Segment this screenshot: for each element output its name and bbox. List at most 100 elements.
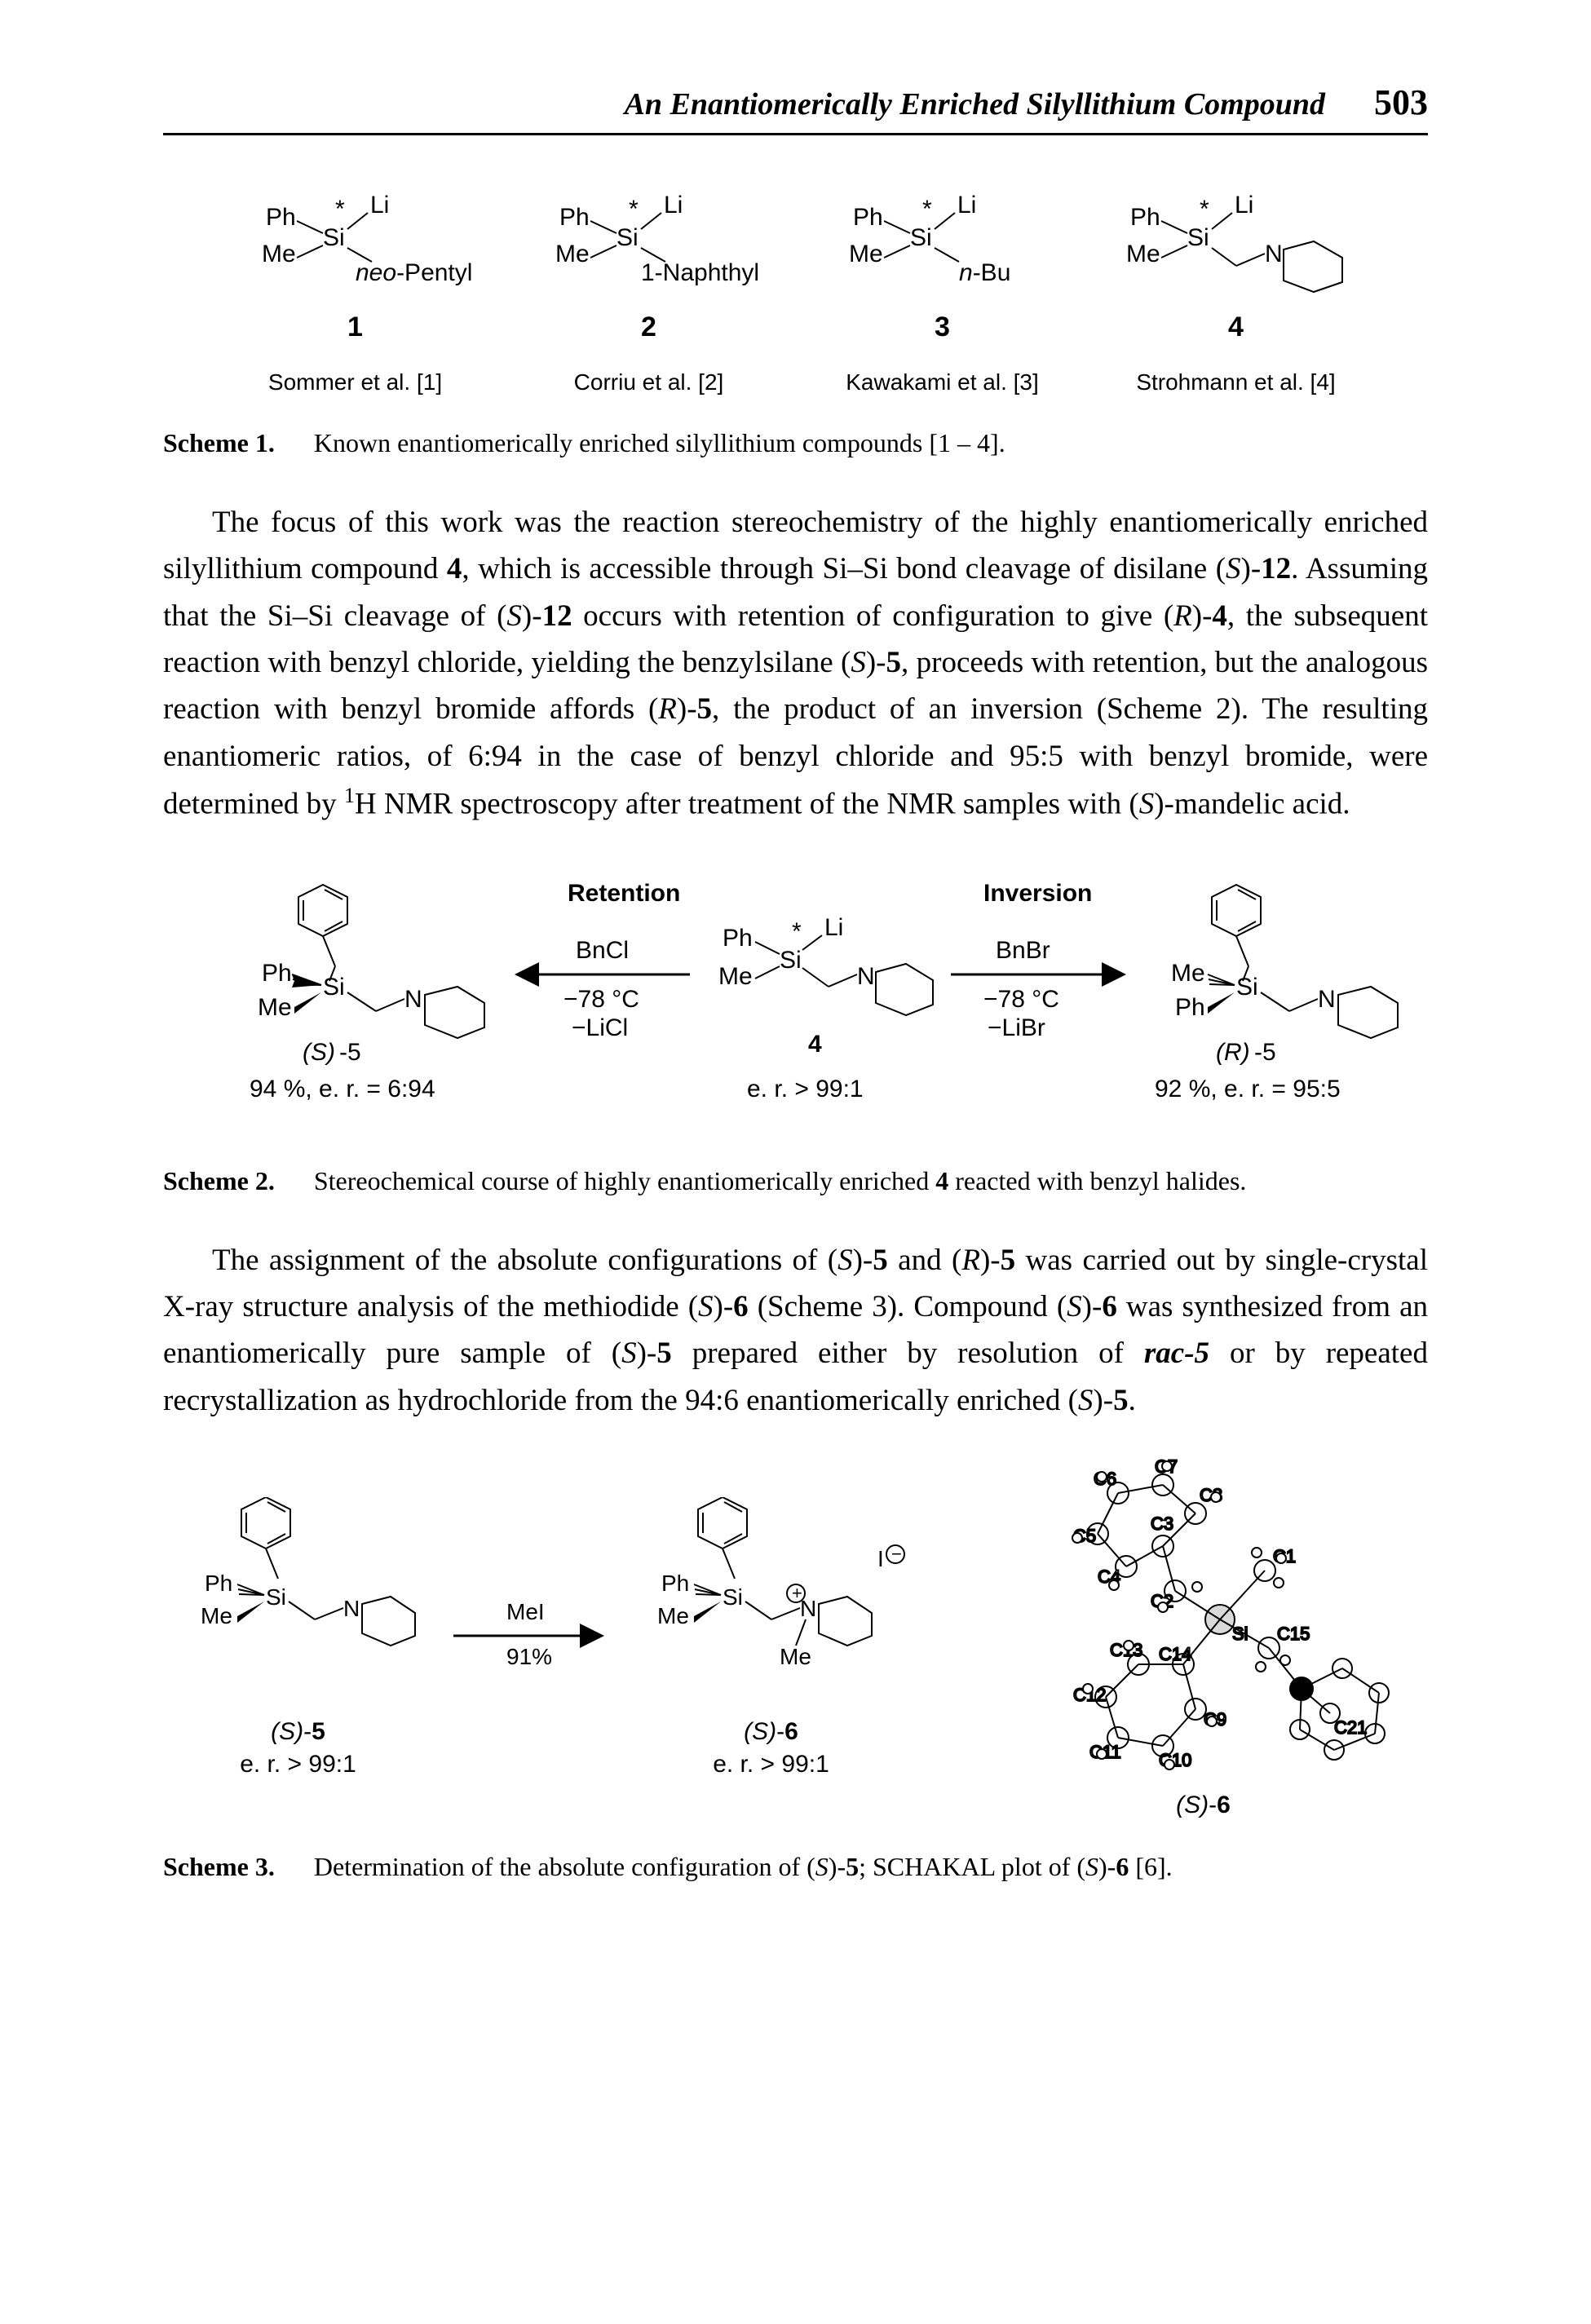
svg-text:-5: -5 [339,1039,361,1066]
svg-text:Ph: Ph [853,204,883,231]
scheme2-right-temp: −78 °C [983,986,1059,1013]
svg-text:Ph: Ph [661,1571,689,1596]
svg-text:Li: Li [370,192,389,219]
arrow-reagent: MeI [506,1599,545,1624]
svg-text:1-Naphthyl: 1-Naphthyl [641,259,759,286]
svg-text:(S): (S) [303,1039,335,1066]
svg-text:Me: Me [262,241,296,267]
running-title: An Enantiomerically Enriched Silyllithiu… [625,86,1325,122]
page-number: 503 [1374,82,1428,123]
paragraph-1: The focus of this work was the reaction … [163,499,1428,828]
svg-text:Si: Si [910,224,932,251]
scheme2-inversion-title: Inversion [983,880,1092,907]
structure-2-ref: Corriu et al. [2] [574,369,724,395]
s5-er: e. r. > 99:1 [176,1751,421,1778]
svg-text:Me: Me [1171,960,1205,987]
svg-text:N: N [1318,986,1336,1013]
structure-1-ref: Sommer et al. [1] [268,369,442,395]
scheme2-left-byprod: −LiCl [572,1014,628,1041]
scheme-3-caption: Scheme 3. Determination of the absolute … [163,1852,1428,1882]
svg-text:C10: C10 [1159,1750,1191,1770]
svg-text:Si: Si [723,1584,743,1610]
svg-text:N: N [343,1596,360,1621]
svg-text:Me: Me [849,241,883,267]
svg-text:Ph: Ph [205,1571,232,1596]
scheme2-retention-title: Retention [568,880,680,907]
svg-text:Me: Me [555,241,590,267]
svg-text:I: I [877,1546,884,1571]
scheme-3-caption-label: Scheme 3. [163,1852,275,1881]
svg-text:Me: Me [780,1644,811,1669]
structure-s6: Si Ph Me N + [633,1497,910,1778]
svg-text:N: N [404,986,422,1013]
scheme-1-caption-label: Scheme 1. [163,428,275,457]
structure-1: Ph Si * Li Me neo-Pentyl [233,184,478,298]
svg-text:C3: C3 [1151,1513,1173,1534]
svg-text:Ph: Ph [1130,204,1160,231]
schakal-plot: C3 C8 C7 C6 C5 C4 C [992,1456,1416,1819]
scheme-3-caption-text: Determination of the absolute configurat… [314,1852,1173,1881]
svg-text:Si: Si [780,947,802,974]
structure-4-number: 4 [1228,311,1244,343]
scheme-2-caption-text: Stereochemical course of highly enantiom… [314,1166,1247,1195]
paragraph-2: The assignment of the absolute configura… [163,1237,1428,1424]
scheme-2-caption-label: Scheme 2. [163,1166,275,1195]
svg-text:*: * [792,918,802,945]
svg-text:Li: Li [824,914,843,941]
scheme-2-caption: Scheme 2. Stereochemical course of highl… [163,1166,1428,1196]
svg-text:Si: Si [323,224,345,251]
running-head: An Enantiomerically Enriched Silyllithiu… [163,82,1428,135]
svg-text:Si: Si [266,1584,286,1610]
svg-text:n-Bu: n-Bu [959,259,1010,286]
svg-text:Ph: Ph [723,925,753,952]
svg-text:C21: C21 [1334,1717,1367,1738]
svg-text:Me: Me [258,994,292,1021]
svg-text:Ph: Ph [262,960,292,987]
svg-text:Me: Me [201,1603,232,1628]
svg-text:Ph: Ph [266,204,296,231]
svg-text:C15: C15 [1277,1624,1310,1644]
svg-text:(R): (R) [1216,1039,1250,1066]
structure-3-number: 3 [935,311,950,343]
structure-s5: Si Ph Me N (S)-5 e. r. > 99:1 [176,1497,421,1778]
scheme2-center-er: e. r. > 99:1 [747,1076,864,1102]
svg-text:Me: Me [657,1603,689,1628]
scheme-2: Si Ph Me N (S)-5 94 %, e. r. = 6: [192,852,1399,1133]
svg-text:Li: Li [664,192,683,219]
scheme2-left-yield: 94 %, e. r. = 6:94 [250,1076,435,1102]
scheme-3: Si Ph Me N (S)-5 e. r. > 99:1 [176,1456,1416,1819]
structure-3-ref: Kawakami et al. [3] [846,369,1039,395]
svg-text:*: * [922,196,932,223]
svg-text:N: N [857,963,875,990]
scheme2-right-reagent: BnBr [996,937,1050,964]
structure-1-number: 1 [347,311,363,343]
scheme-1-caption: Scheme 1. Known enantiomerically enriche… [163,428,1428,458]
structure-3: Ph Si * Li Me n-Bu [820,184,1065,298]
structure-4-ref: Strohmann et al. [4] [1136,369,1335,395]
svg-text:neo-Pentyl: neo-Pentyl [356,259,472,286]
svg-text:*: * [629,196,639,223]
arrow-mei: MeI 91% [445,1587,608,1689]
svg-text:-5: -5 [1254,1039,1276,1066]
svg-text:Li: Li [1235,192,1253,219]
svg-text:4: 4 [808,1031,822,1058]
svg-text:*: * [335,196,345,223]
svg-text:Ph: Ph [559,204,590,231]
svg-text:Si: Si [1236,974,1258,1001]
svg-text:N: N [1265,241,1283,267]
scheme2-right-byprod: −LiBr [988,1014,1045,1041]
structure-4: Ph Si * Li Me N [1106,184,1367,298]
structure-2: Ph Si * Li Me 1-Naphthyl [527,184,771,298]
scheme2-left-reagent: BnCl [576,937,629,964]
svg-text:*: * [1200,196,1209,223]
svg-text:Me: Me [718,963,753,990]
s6-er: e. r. > 99:1 [633,1751,910,1778]
svg-text:Si: Si [1187,224,1209,251]
structure-2-number: 2 [641,311,656,343]
svg-text:Si: Si [617,224,639,251]
scheme2-left-temp: −78 °C [563,986,639,1013]
svg-text:Li: Li [957,192,976,219]
svg-text:Si: Si [323,974,345,1001]
svg-text:Me: Me [1126,241,1160,267]
scheme-1: Ph Si * Li Me neo-Pentyl Ph Si * Li M [225,184,1367,395]
